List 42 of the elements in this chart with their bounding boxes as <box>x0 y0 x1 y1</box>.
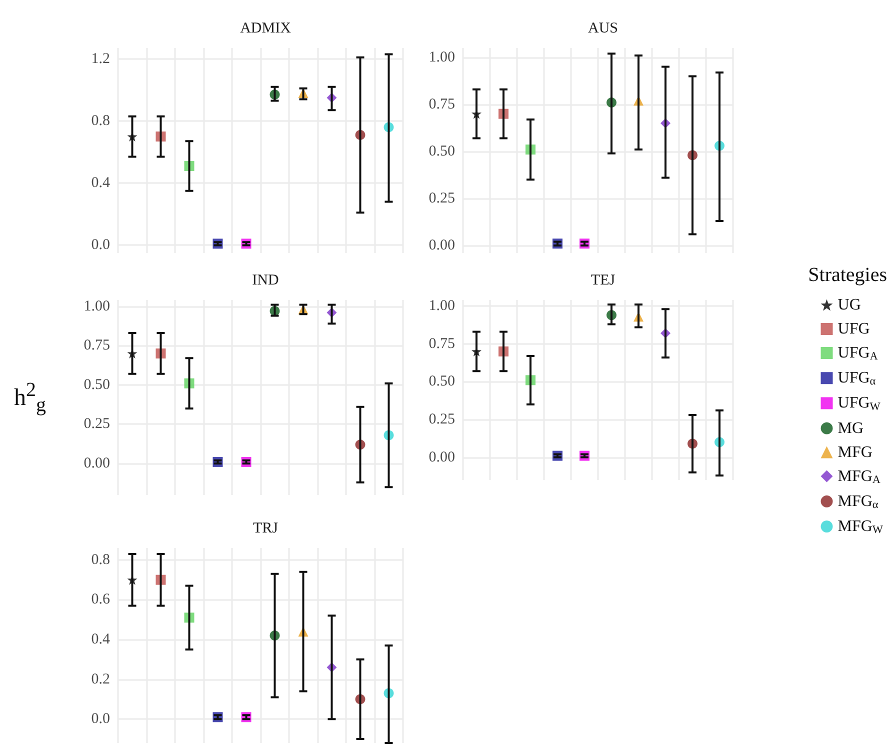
y-tick-label: 1.00 <box>428 298 455 314</box>
y-tick-label: 0.8 <box>91 112 110 129</box>
y-tick-label: 0.4 <box>91 632 110 648</box>
y-tick-label: 0.6 <box>91 592 110 608</box>
point <box>241 238 252 249</box>
y-tick-label: 0.0 <box>91 711 110 728</box>
y-tick-label: 0.00 <box>428 449 455 466</box>
chart-title: TRJ <box>252 520 278 536</box>
y-tick-label: 0.75 <box>428 96 455 112</box>
y-tick-label: 0.75 <box>428 336 455 352</box>
point <box>212 238 223 249</box>
y-tick-label: 1.2 <box>91 50 110 67</box>
y-tick-label: 1.00 <box>84 298 110 314</box>
y-tick-label: 0.25 <box>84 416 110 432</box>
chart-title: ADMIX <box>240 20 292 36</box>
chart-title: TEJ <box>590 272 616 288</box>
legend-label: MFG <box>838 444 873 461</box>
y-tick-label: 0.8 <box>91 552 110 568</box>
y-tick-label: 0.00 <box>428 237 455 254</box>
legend-label: MG <box>838 420 864 437</box>
point <box>580 450 590 461</box>
point <box>552 450 562 461</box>
point <box>241 456 252 467</box>
y-tick-label: 0.75 <box>84 338 110 354</box>
y-tick-label: 0.00 <box>84 456 110 472</box>
y-tick-label: 0.2 <box>91 671 110 688</box>
y-tick-label: 0.25 <box>428 411 455 428</box>
point <box>580 238 590 249</box>
y-tick-label: 0.4 <box>91 175 110 192</box>
chart-title: IND <box>252 272 279 288</box>
y-tick-label: 0.50 <box>428 374 455 390</box>
legend-title: Strategies <box>808 264 888 286</box>
y-tick-label: 0.0 <box>91 237 110 254</box>
y-tick-label: 0.50 <box>84 376 110 393</box>
legend-label: UG <box>838 296 862 314</box>
y-tick-label: 1.00 <box>428 49 455 66</box>
point <box>212 456 223 467</box>
point <box>552 238 562 249</box>
y-tick-label: 0.50 <box>428 143 455 160</box>
y-tick-label: 0.25 <box>428 190 455 206</box>
legend-label: UFG <box>838 320 870 338</box>
chart-title: AUS <box>588 20 618 36</box>
